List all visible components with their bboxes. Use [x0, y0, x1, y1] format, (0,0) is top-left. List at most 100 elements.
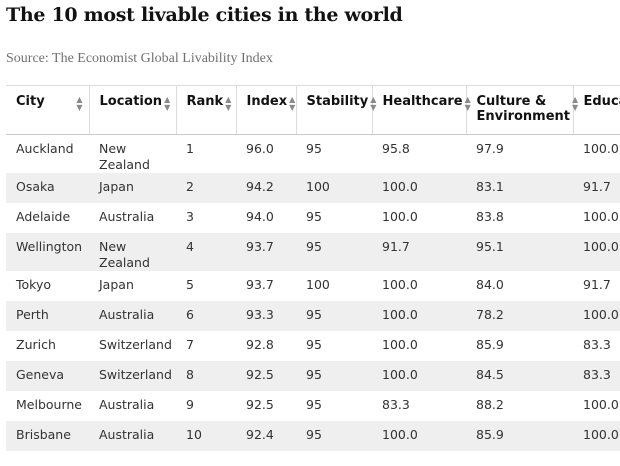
- cell-stability: 95: [296, 331, 372, 361]
- column-header-label: Education: [583, 94, 620, 109]
- table-row: Osaka Japan 2 94.2 100 100.0 83.1 91.7: [6, 173, 620, 203]
- sort-up-down-icon[interactable]: ▲ ▼: [289, 94, 295, 112]
- sort-up-icon: ▲: [289, 95, 296, 104]
- cell-city: Wellington: [6, 233, 89, 271]
- cell-location: New Zealand: [89, 233, 176, 271]
- column-header-stability[interactable]: Stability ▲ ▼: [295, 85, 376, 135]
- column-header-label: Healthcare: [382, 94, 463, 109]
- cell-city: Osaka: [6, 173, 89, 203]
- table-row: Zurich Switzerland 7 92.8 95 100.0 85.9 83.3: [6, 331, 620, 361]
- column-header-inner: City ▲ ▼: [16, 94, 83, 112]
- table-row: Auckland New Zealand 1 96.0 95 95.8 97.9 100.0: [6, 134, 620, 173]
- cell-stability: 95: [296, 233, 372, 271]
- cell-index: 94.0: [236, 203, 296, 233]
- cell-location: Australia: [89, 203, 176, 233]
- column-header-index[interactable]: Index ▲ ▼: [235, 85, 296, 135]
- cell-index: 93.7: [236, 271, 296, 301]
- cell-stability: 95: [296, 301, 372, 331]
- cell-stability: 100: [296, 173, 372, 203]
- cell-healthcare: 91.7: [372, 233, 466, 271]
- page-title: The 10 most livable cities in the world: [6, 4, 403, 26]
- cell-index: 92.5: [236, 391, 296, 421]
- cell-rank: 9: [176, 391, 236, 421]
- cell-education: 83.3: [573, 331, 620, 361]
- cell-location: Japan: [89, 271, 176, 301]
- cell-location: Switzerland: [89, 331, 176, 361]
- cell-culture: 85.9: [466, 331, 573, 361]
- cell-culture: 83.1: [466, 173, 573, 203]
- cell-stability: 95: [296, 421, 372, 451]
- cell-location: Australia: [89, 391, 176, 421]
- cell-rank: 3: [176, 203, 236, 233]
- table-row: Tokyo Japan 5 93.7 100 100.0 84.0 91.7: [6, 271, 620, 301]
- column-header-culture[interactable]: Culture & Environment ▲ ▼: [465, 85, 578, 135]
- cell-rank: 8: [176, 361, 236, 391]
- column-header-rank[interactable]: Rank ▲ ▼: [175, 85, 236, 135]
- cell-education: 100.0: [573, 134, 620, 173]
- sort-up-down-icon[interactable]: ▲ ▼: [465, 94, 471, 112]
- sort-down-icon: ▼: [289, 103, 296, 112]
- cell-healthcare: 100.0: [372, 301, 466, 331]
- column-header-location[interactable]: Location ▲ ▼: [88, 85, 176, 135]
- cell-rank: 5: [176, 271, 236, 301]
- cell-culture: 83.8: [466, 203, 573, 233]
- column-header-inner: Index ▲ ▼: [246, 94, 296, 112]
- cell-healthcare: 100.0: [372, 421, 466, 451]
- cell-culture: 84.0: [466, 271, 573, 301]
- sort-down-icon: ▼: [572, 103, 579, 112]
- cell-index: 92.5: [236, 361, 296, 391]
- sort-up-down-icon[interactable]: ▲ ▼: [572, 94, 578, 112]
- cell-location: New Zealand: [89, 134, 176, 173]
- cell-education: 100.0: [573, 391, 620, 421]
- cell-rank: 7: [176, 331, 236, 361]
- cell-education: 91.7: [573, 173, 620, 203]
- cell-healthcare: 100.0: [372, 361, 466, 391]
- sort-up-down-icon[interactable]: ▲ ▼: [76, 94, 82, 112]
- column-header-inner: Healthcare ▲ ▼: [382, 94, 471, 112]
- cell-culture: 84.5: [466, 361, 573, 391]
- table-row: Brisbane Australia 10 92.4 95 100.0 85.9 100.0: [6, 421, 620, 451]
- cell-healthcare: 100.0: [372, 271, 466, 301]
- cell-stability: 95: [296, 134, 372, 173]
- column-header-education[interactable]: Education ▲▼: [572, 85, 620, 135]
- cell-healthcare: 100.0: [372, 331, 466, 361]
- cell-index: 94.2: [236, 173, 296, 203]
- cell-culture: 78.2: [466, 301, 573, 331]
- cell-stability: 100: [296, 271, 372, 301]
- sort-down-icon: ▼: [370, 103, 377, 112]
- sort-up-down-icon[interactable]: ▲ ▼: [225, 94, 231, 112]
- livability-table: City ▲ ▼ Location ▲ ▼ Rank ▲ ▼ Index ▲ ▼ Stability ▲ ▼…: [6, 85, 620, 451]
- cell-city: Melbourne: [6, 391, 89, 421]
- column-header-inner: Location ▲ ▼: [100, 94, 171, 112]
- cell-city: Adelaide: [6, 203, 89, 233]
- column-header-inner: Education▲▼: [584, 94, 620, 112]
- table-row: Wellington New Zealand 4 93.7 95 91.7 95.1 100.…: [6, 233, 620, 271]
- sort-up-icon: ▲: [572, 95, 579, 104]
- cell-healthcare: 95.8: [372, 134, 466, 173]
- column-header-healthcare[interactable]: Healthcare ▲ ▼: [371, 85, 471, 135]
- cell-education: 100.0: [573, 421, 620, 451]
- sort-down-icon: ▼: [164, 103, 171, 112]
- cell-rank: 10: [176, 421, 236, 451]
- cell-stability: 95: [296, 361, 372, 391]
- cell-location: Switzerland: [89, 361, 176, 391]
- cell-culture: 88.2: [466, 391, 573, 421]
- column-header-city[interactable]: City ▲ ▼: [6, 85, 89, 135]
- cell-healthcare: 100.0: [372, 203, 466, 233]
- sort-up-icon: ▲: [225, 95, 232, 104]
- sort-up-down-icon[interactable]: ▲ ▼: [164, 94, 170, 112]
- column-header-label: Rank: [186, 94, 224, 109]
- table-header-row: City ▲ ▼ Location ▲ ▼ Rank ▲ ▼ Index ▲ ▼ Stability ▲ ▼…: [6, 85, 620, 135]
- cell-city: Auckland: [6, 134, 89, 173]
- cell-education: 91.7: [573, 271, 620, 301]
- cell-healthcare: 83.3: [372, 391, 466, 421]
- cell-rank: 2: [176, 173, 236, 203]
- cell-rank: 6: [176, 301, 236, 331]
- cell-location: Australia: [89, 301, 176, 331]
- sort-up-down-icon[interactable]: ▲ ▼: [370, 94, 376, 112]
- column-header-label: Index: [246, 94, 288, 109]
- table-row: Adelaide Australia 3 94.0 95 100.0 83.8 100.0: [6, 203, 620, 233]
- sort-up-icon: ▲: [464, 95, 471, 104]
- sort-up-icon: ▲: [370, 95, 377, 104]
- sort-down-icon: ▼: [225, 103, 232, 112]
